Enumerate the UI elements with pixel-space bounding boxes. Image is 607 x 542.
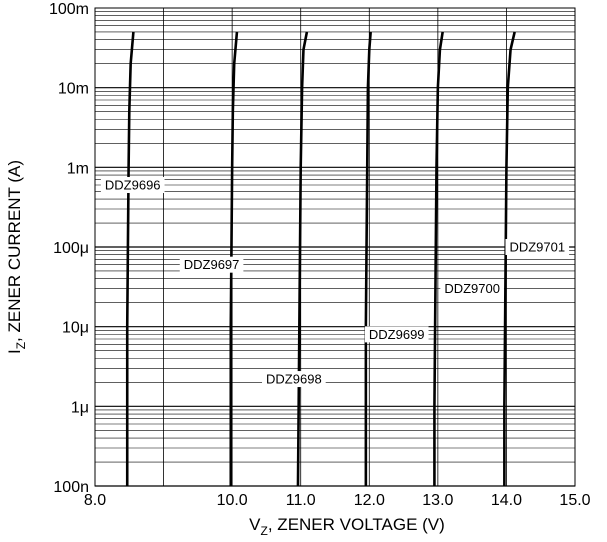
plot-frame [94, 7, 576, 487]
series-label-text: DDZ9701 [509, 240, 565, 255]
x-tick-label: 15.0 [559, 492, 590, 509]
series-line-ddz9698 [296, 31, 309, 487]
series-line-ddz9701 [503, 31, 516, 486]
y-tick-label: 100μ [53, 240, 89, 257]
y-tick-labels: 100m 10m 1m 100μ 10μ 1μ 100n [49, 1, 89, 496]
series-label-box [440, 280, 504, 297]
series-line-ddz9700 [433, 31, 444, 486]
series-label-box [179, 256, 244, 273]
series-line-ddz9696 [125, 31, 135, 486]
series-label-ddz9699: DDZ9699 [364, 326, 429, 343]
x-tick-label: 11.0 [286, 492, 316, 509]
series-label-box [505, 239, 570, 255]
series-label-text: DDZ9698 [266, 372, 322, 387]
y-tick-label: 1m [67, 160, 89, 177]
series-label-text: DDZ9699 [369, 327, 425, 342]
series-labels: DDZ9696 DDZ9697 DDZ9698 DDZ9699 DDZ9700 DDZ97… [100, 177, 570, 388]
y-tick-label: 100m [49, 1, 89, 18]
series-line-ddz9697 [229, 31, 239, 486]
series-label-box [364, 326, 429, 343]
x-tick-label: 8.0 [84, 492, 106, 509]
series-line-ddz9699 [364, 31, 372, 486]
y-axis-title: IZ, ZENER CURRENT (A) [5, 160, 28, 354]
series-label-ddz9700: DDZ9700 [440, 280, 504, 297]
x-axis-title: VZ, ZENER VOLTAGE (V) [249, 515, 445, 538]
y-tick-label: 1μ [71, 399, 89, 416]
y-tick-label: 10m [58, 81, 89, 98]
series-label-ddz9697: DDZ9697 [179, 256, 244, 273]
series-label-box [262, 371, 326, 388]
x-tick-label: 14.0 [491, 492, 522, 509]
x-tick-label: 12.0 [354, 492, 385, 509]
series-label-text: DDZ9696 [105, 178, 161, 193]
series-curves [125, 31, 516, 487]
x-tick-labels: 8.0 10.0 11.0 12.0 13.0 14.0 15.0 [84, 492, 591, 509]
series-label-ddz9696: DDZ9696 [100, 177, 165, 194]
series-label-text: DDZ9700 [444, 281, 500, 296]
series-label-ddz9698: DDZ9698 [262, 371, 326, 388]
y-tick-label: 100n [53, 479, 89, 496]
series-label-box [100, 177, 165, 194]
series-label-ddz9701: DDZ9701 [505, 239, 570, 255]
grid [94, 8, 576, 487]
x-tick-label: 13.0 [422, 492, 453, 509]
series-label-text: DDZ9697 [184, 257, 240, 272]
x-tick-label: 10.0 [217, 492, 248, 509]
y-tick-label: 10μ [62, 320, 89, 337]
